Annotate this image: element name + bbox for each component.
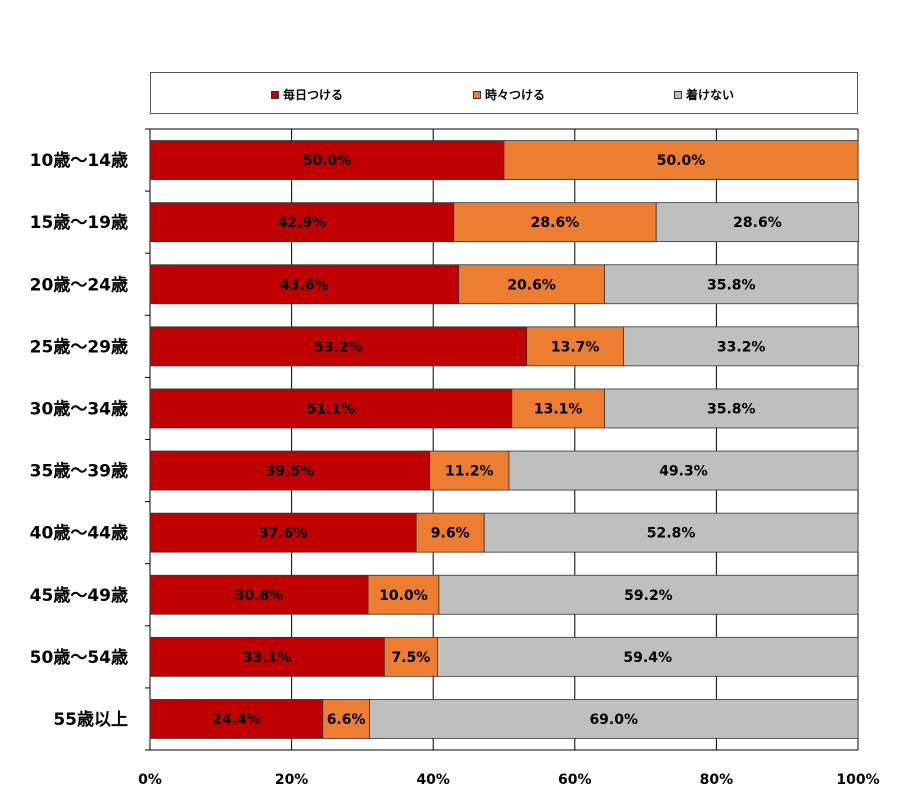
value-label-2-1: 20.6% — [507, 277, 556, 293]
x-tick-labels: 0% 20% 40% 60% 80% 100% — [138, 772, 880, 788]
legend-swatch-sometimes — [473, 90, 481, 99]
bar-segment-1-1 — [453, 202, 657, 243]
value-label-3-1: 13.7% — [551, 339, 600, 355]
x-tick-label-100: 100% — [836, 772, 879, 788]
bar-segment-2-2 — [604, 264, 859, 305]
bars: 50.0% 50.0% 42.9% 28.6% 28.6% 43.6% 20.6% 35.8%… — [149, 140, 860, 739]
bar-segment-0-1 — [503, 140, 859, 180]
category-label-5: 35歳～39歳 — [30, 461, 128, 482]
value-label-7-1: 10.0% — [379, 588, 428, 604]
legend-item-daily: 毎日つける — [271, 86, 343, 103]
x-tick-label-0: 0% — [138, 772, 162, 788]
bar-segment-7-2 — [438, 574, 859, 615]
category-label-3: 25歳～29歳 — [30, 336, 128, 357]
bar-segment-4-1 — [511, 388, 605, 429]
value-label-8-2: 59.4% — [623, 650, 672, 666]
value-label-3-2: 33.2% — [717, 339, 766, 355]
legend-item-sometimes: 時々つける — [473, 86, 545, 103]
x-tick-label-40: 40% — [416, 772, 450, 788]
bar-segment-3-2 — [623, 326, 860, 367]
value-label-6-1: 9.6% — [431, 526, 470, 542]
value-label-2-0: 43.6% — [280, 277, 329, 293]
x-tick-label-20: 20% — [275, 772, 309, 788]
bar-segment-9-1 — [322, 699, 370, 739]
legend-label-daily: 毎日つける — [283, 88, 344, 102]
value-label-6-0: 37.6% — [259, 526, 308, 542]
bar-segment-8-2 — [437, 636, 859, 677]
legend-label-sometimes: 時々つける — [485, 88, 546, 102]
category-label-1: 15歳～19歳 — [30, 212, 128, 233]
category-label-9: 55歳以上 — [53, 709, 128, 730]
value-label-6-2: 52.8% — [647, 526, 696, 542]
value-label-0-0: 50.0% — [303, 153, 352, 169]
category-label-7: 45歳～49歳 — [30, 585, 128, 606]
value-label-9-1: 6.6% — [327, 712, 366, 728]
value-label-7-0: 30.8% — [235, 588, 284, 604]
bar-segment-3-0 — [149, 326, 528, 367]
bar-segment-1-2 — [655, 202, 860, 243]
category-label-2: 20歳～24歳 — [30, 274, 128, 295]
value-label-5-0: 39.5% — [266, 464, 315, 480]
value-label-8-1: 7.5% — [391, 650, 430, 666]
legend-swatch-never — [674, 90, 682, 99]
bar-segment-5-2 — [508, 450, 859, 491]
value-label-9-0: 24.4% — [212, 712, 261, 728]
legend-swatch-daily — [271, 90, 279, 99]
value-label-1-2: 28.6% — [733, 215, 782, 231]
bar-segment-5-0 — [149, 450, 431, 491]
value-label-1-1: 28.6% — [531, 215, 580, 231]
value-label-8-0: 33.1% — [243, 650, 292, 666]
bar-segment-6-0 — [149, 512, 417, 553]
bar-segment-4-2 — [604, 388, 859, 429]
category-label-8: 50歳～54歳 — [30, 647, 128, 668]
bar-segment-6-1 — [415, 512, 485, 553]
legend: 毎日つける 時々つける 着けない — [150, 72, 858, 114]
bar-segment-4-0 — [149, 388, 513, 429]
bar-segment-0-0 — [149, 140, 505, 180]
category-label-0: 10歳～14歳 — [30, 150, 128, 171]
value-label-9-2: 69.0% — [589, 712, 638, 728]
bar-segment-2-1 — [458, 264, 605, 305]
x-tick-label-60: 60% — [558, 772, 592, 788]
value-label-7-2: 59.2% — [624, 588, 673, 604]
value-label-0-1: 50.0% — [657, 153, 706, 169]
bar-segment-6-2 — [483, 512, 859, 553]
bar-segment-3-1 — [526, 326, 625, 367]
value-label-1-0: 42.9% — [278, 215, 327, 231]
category-label-4: 30歳～34歳 — [30, 398, 128, 419]
value-label-4-0: 51.1% — [307, 401, 356, 417]
value-label-5-2: 49.3% — [659, 464, 708, 480]
bar-segment-9-2 — [369, 699, 859, 739]
category-labels: 10歳～14歳 15歳～19歳 20歳～24歳 25歳～29歳 30歳～34歳 35歳～3… — [30, 150, 128, 730]
bar-segment-7-1 — [367, 574, 440, 615]
value-label-4-1: 13.1% — [534, 401, 583, 417]
category-label-6: 40歳～44歳 — [30, 523, 128, 544]
value-label-2-2: 35.8% — [707, 277, 756, 293]
bar-segment-8-0 — [149, 636, 385, 677]
value-label-3-0: 53.2% — [314, 339, 363, 355]
bar-segment-1-0 — [149, 202, 455, 243]
legend-item-never: 着けない — [674, 86, 734, 103]
legend-label-never: 着けない — [686, 88, 735, 102]
x-tick-label-80: 80% — [700, 772, 734, 788]
value-label-4-2: 35.8% — [707, 401, 756, 417]
bar-segment-5-1 — [429, 450, 510, 491]
value-label-5-1: 11.2% — [445, 464, 494, 480]
bar-segment-2-0 — [149, 264, 460, 305]
